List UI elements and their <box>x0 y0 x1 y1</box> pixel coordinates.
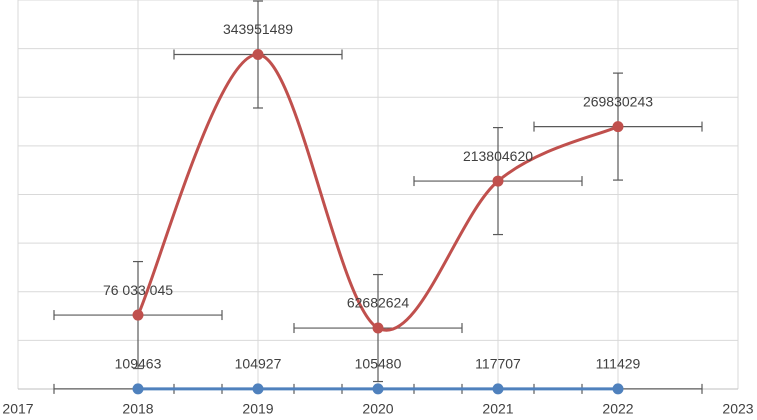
data-label: 76 033 045 <box>103 282 173 298</box>
marker <box>612 383 624 395</box>
marker <box>492 175 504 187</box>
marker <box>132 309 144 321</box>
marker <box>492 383 504 395</box>
x-tick-label: 2020 <box>362 401 393 417</box>
data-label: 213804620 <box>463 148 533 164</box>
data-label: 62682624 <box>347 295 410 311</box>
marker <box>372 383 384 395</box>
marker <box>612 121 624 133</box>
x-tick-label: 2019 <box>242 401 273 417</box>
x-tick-label: 2017 <box>2 401 33 417</box>
series-line <box>136 53 619 332</box>
marker <box>252 383 264 395</box>
data-label: 269830243 <box>583 93 653 109</box>
x-tick-label: 2022 <box>602 401 633 417</box>
x-tick-label: 2021 <box>482 401 513 417</box>
x-tick-label: 2018 <box>122 401 153 417</box>
data-label: 111429 <box>596 356 641 372</box>
marker <box>252 49 264 61</box>
marker <box>372 322 384 334</box>
x-tick-label: 2023 <box>722 401 753 417</box>
data-label: 104927 <box>235 356 282 372</box>
data-label: 343951489 <box>223 21 293 37</box>
data-label: 117707 <box>475 356 521 372</box>
marker <box>132 383 144 395</box>
